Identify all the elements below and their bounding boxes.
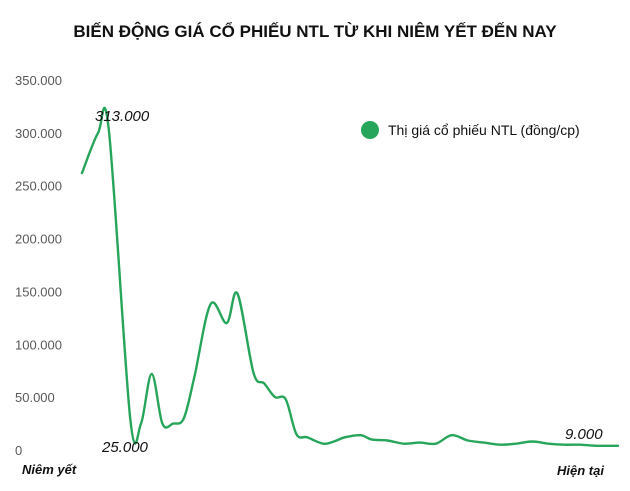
y-tick-label: 200.000 — [15, 232, 62, 247]
annotation-low: 25.000 — [101, 439, 149, 456]
legend-label: Thị giá cổ phiếu NTL (đồng/cp) — [388, 122, 580, 138]
annotation-peak: 313.000 — [95, 108, 150, 125]
x-start-label: Niêm yết — [22, 462, 77, 477]
y-tick-label: 350.000 — [15, 73, 62, 88]
y-tick-label: 50.000 — [15, 390, 55, 405]
chart-title: BIẾN ĐỘNG GIÁ CỔ PHIẾU NTL TỪ KHI NIÊM Y… — [73, 22, 557, 41]
y-tick-label: 100.000 — [15, 337, 62, 352]
series-line — [80, 106, 620, 448]
y-tick-label: 150.000 — [15, 284, 62, 299]
legend-marker-icon — [361, 121, 379, 139]
x-end-label: Hiện tại — [557, 463, 604, 478]
legend: Thị giá cổ phiếu NTL (đồng/cp) — [361, 121, 580, 139]
annotation-current: 9.000 — [565, 426, 603, 443]
y-axis: 0 50.000 100.000 150.000 200.000 250.000 300.0… — [15, 73, 62, 458]
y-tick-label: 0 — [15, 443, 22, 458]
y-tick-label: 250.000 — [15, 179, 62, 194]
y-tick-label: 300.000 — [15, 126, 62, 141]
